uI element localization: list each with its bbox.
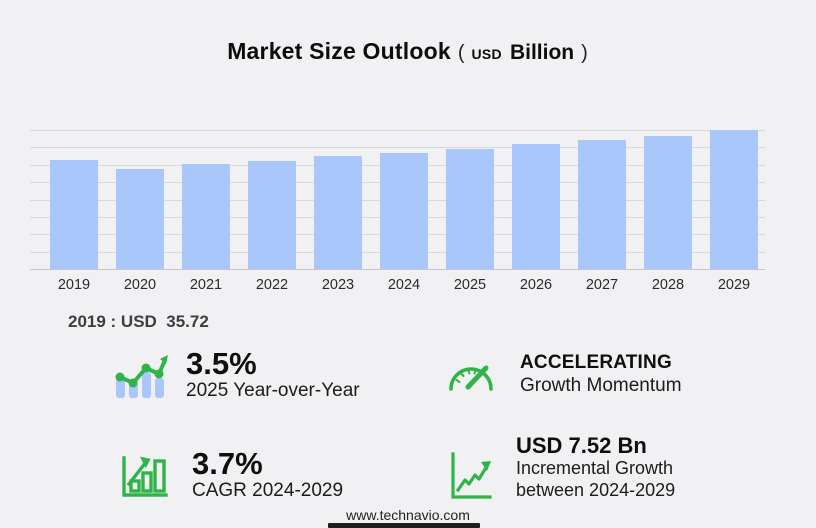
gridline — [30, 269, 765, 270]
stat-value: 3.7% — [192, 446, 263, 481]
gridline — [30, 130, 765, 131]
x-tick-label-2020: 2020 — [123, 277, 157, 293]
bar-2020 — [116, 169, 164, 269]
bar-2021 — [182, 164, 230, 269]
stat-value: USD 7.52 Bn — [516, 433, 647, 458]
bar-2019 — [50, 160, 98, 269]
gridline — [30, 147, 765, 149]
stat-label-line1: Incremental Growth — [516, 458, 674, 479]
speedometer-icon — [448, 358, 494, 392]
stat-label: 2025 Year-over-Year — [186, 380, 360, 401]
stat-label-line2: between 2024-2029 — [516, 480, 676, 501]
stat-value: 3.5% — [186, 346, 257, 381]
bar-2028 — [644, 136, 692, 269]
stat-text: 3.7% CAGR 2024-2029 — [192, 448, 343, 502]
bar-2025 — [446, 149, 494, 269]
title-main: Market Size Outlook — [227, 38, 451, 64]
x-tick-label-2026: 2026 — [519, 277, 553, 293]
stat-incremental-growth: USD 7.52 Bn Incremental Growth between 2… — [450, 433, 676, 502]
title-paren-close: ) — [581, 42, 588, 64]
base-year-annotation: 2019 : USD 35.72 — [68, 312, 209, 331]
bottom-handle-bar — [328, 523, 480, 528]
bar-2029 — [710, 130, 758, 269]
bar-2027 — [578, 140, 626, 269]
bar-2024 — [380, 153, 428, 269]
stat-text: 3.5% 2025 Year-over-Year — [186, 348, 360, 402]
stat-label: CAGR 2024-2029 — [192, 480, 344, 501]
bar-chart-plot-area — [30, 130, 765, 270]
stat-yoy-growth: 3.5% 2025 Year-over-Year — [114, 348, 360, 402]
x-tick-label-2024: 2024 — [387, 277, 421, 293]
bar-2026 — [512, 144, 560, 269]
stat-growth-momentum: ACCELERATING Growth Momentum — [448, 352, 682, 397]
x-tick-label-2023: 2023 — [321, 277, 355, 293]
bar-2022 — [248, 161, 296, 269]
title-unit-billion: Billion — [509, 41, 575, 64]
x-tick-label-2019: 2019 — [57, 277, 91, 293]
stat-value: ACCELERATING — [520, 352, 672, 373]
x-tick-label-2029: 2029 — [717, 277, 751, 293]
bar-2023 — [314, 156, 362, 269]
bar-chart-growth-icon — [120, 451, 170, 499]
x-axis-labels: 2019 2020 2021 2022 2023 2024 2025 2026 2027 2028… — [30, 277, 765, 295]
title-paren-open: ( — [457, 42, 465, 64]
stat-text: ACCELERATING Growth Momentum — [520, 352, 682, 397]
title-unit-usd: USD — [471, 46, 502, 62]
x-tick-label-2025: 2025 — [453, 277, 487, 293]
x-tick-label-2028: 2028 — [651, 277, 685, 293]
x-tick-label-2027: 2027 — [585, 277, 619, 293]
stat-text: USD 7.52 Bn Incremental Growth between 2… — [516, 433, 676, 502]
x-tick-label-2021: 2021 — [189, 277, 223, 293]
stat-cagr: 3.7% CAGR 2024-2029 — [120, 448, 343, 502]
stat-label: Growth Momentum — [520, 374, 682, 396]
page-title: Market Size Outlook ( USD Billion ) — [0, 38, 816, 65]
x-tick-label-2022: 2022 — [255, 277, 289, 293]
axis-trend-arrow-icon — [450, 448, 494, 500]
bar-trend-arrow-icon — [114, 350, 170, 400]
footer-url: www.technavio.com — [346, 507, 470, 523]
